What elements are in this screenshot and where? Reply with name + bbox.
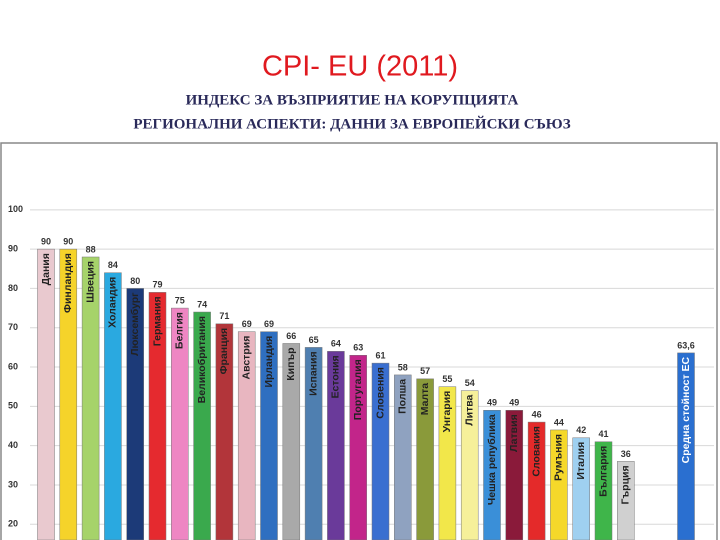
bar [260, 331, 278, 540]
category-label: Кипър [285, 347, 297, 380]
category-label: Средна стойност ЕС [680, 356, 692, 463]
y-tick-label: 30 [8, 479, 18, 489]
y-tick-label: 40 [8, 440, 18, 450]
bar [505, 410, 524, 540]
category-label: Латвия [508, 414, 520, 452]
subtitle: ИНДЕКС ЗА ВЪЗПРИЯТИЕ НА КОРУПЦИЯТА [186, 92, 519, 108]
category-label: Словения [374, 367, 386, 419]
value-label: 46 [532, 409, 542, 419]
value-label: 49 [487, 398, 497, 408]
category-label: Австрия [240, 336, 252, 380]
value-label: 41 [598, 429, 608, 439]
category-label: Люксембург [129, 292, 141, 356]
value-label: 69 [242, 319, 252, 329]
value-label: 36 [621, 449, 631, 459]
value-label: 88 [86, 244, 96, 254]
category-label: Финландия [62, 253, 74, 313]
value-label: 42 [576, 425, 586, 435]
bar [394, 374, 412, 540]
value-label: 63,6 [677, 340, 695, 350]
value-label: 54 [465, 378, 475, 388]
value-label: 55 [442, 374, 452, 384]
category-label: Дания [40, 253, 52, 285]
category-label: Португалия [352, 359, 364, 420]
bar [460, 390, 479, 540]
bar [617, 461, 635, 540]
category-label: Чешка република [486, 414, 498, 505]
category-label: Великобритания [196, 316, 208, 403]
bar [677, 352, 695, 540]
category-label: Полша [397, 379, 409, 414]
value-label: 80 [130, 276, 140, 286]
bar [148, 292, 167, 540]
value-label: 49 [509, 398, 519, 408]
value-label: 75 [175, 295, 185, 305]
value-label: 63 [353, 343, 363, 353]
category-label: Италия [575, 442, 587, 480]
chart-title: CPI- EU (2011) [262, 51, 458, 83]
category-label: Гърция [620, 465, 632, 504]
category-label: България [597, 446, 609, 497]
value-label: 79 [152, 280, 162, 290]
bar [81, 256, 100, 540]
y-tick-label: 20 [8, 519, 18, 529]
category-label: Словакия [530, 426, 542, 477]
value-label: 61 [375, 350, 385, 360]
category-label: Швеция [84, 261, 96, 303]
y-tick-label: 70 [8, 322, 18, 332]
value-label: 84 [108, 260, 118, 270]
category-label: Естония [330, 355, 342, 398]
bar [104, 272, 122, 540]
value-label: 71 [219, 311, 229, 321]
category-label: Белгия [174, 312, 186, 349]
value-label: 64 [331, 339, 341, 349]
category-label: Франция [218, 328, 230, 375]
category-label: Румъния [553, 434, 565, 481]
y-tick-label: 100 [8, 204, 23, 214]
bar [126, 288, 144, 540]
category-label: Испания [307, 351, 319, 396]
y-tick-label: 60 [8, 361, 18, 371]
value-label: 90 [41, 237, 51, 247]
bar [416, 378, 434, 540]
value-label: 57 [420, 366, 430, 376]
y-tick-label: 50 [8, 401, 18, 411]
bar [215, 323, 234, 540]
bar [438, 386, 457, 540]
bar [193, 311, 211, 540]
bar [483, 410, 501, 540]
value-label: 65 [309, 335, 319, 345]
category-label: Холандия [107, 277, 119, 328]
bar [371, 362, 390, 540]
value-label: 74 [197, 299, 207, 309]
category-label: Унгария [441, 391, 453, 433]
value-label: 90 [63, 237, 73, 247]
bar [37, 248, 55, 540]
value-label: 44 [554, 417, 564, 427]
value-label: 66 [286, 331, 296, 341]
category-label: Германия [151, 296, 163, 346]
category-label: Малта [419, 383, 431, 416]
subtitle: РЕГИОНАЛНИ АСПЕКТИ: ДАННИ ЗА ЕВРОПЕЙСКИ … [133, 115, 570, 132]
category-label: Ирландия [263, 336, 275, 388]
y-tick-label: 80 [8, 283, 18, 293]
category-label: Литва [463, 394, 475, 425]
value-label: 69 [264, 319, 274, 329]
value-label: 58 [398, 362, 408, 372]
bar [237, 331, 256, 540]
y-tick-label: 90 [8, 244, 18, 254]
bar [171, 307, 189, 540]
